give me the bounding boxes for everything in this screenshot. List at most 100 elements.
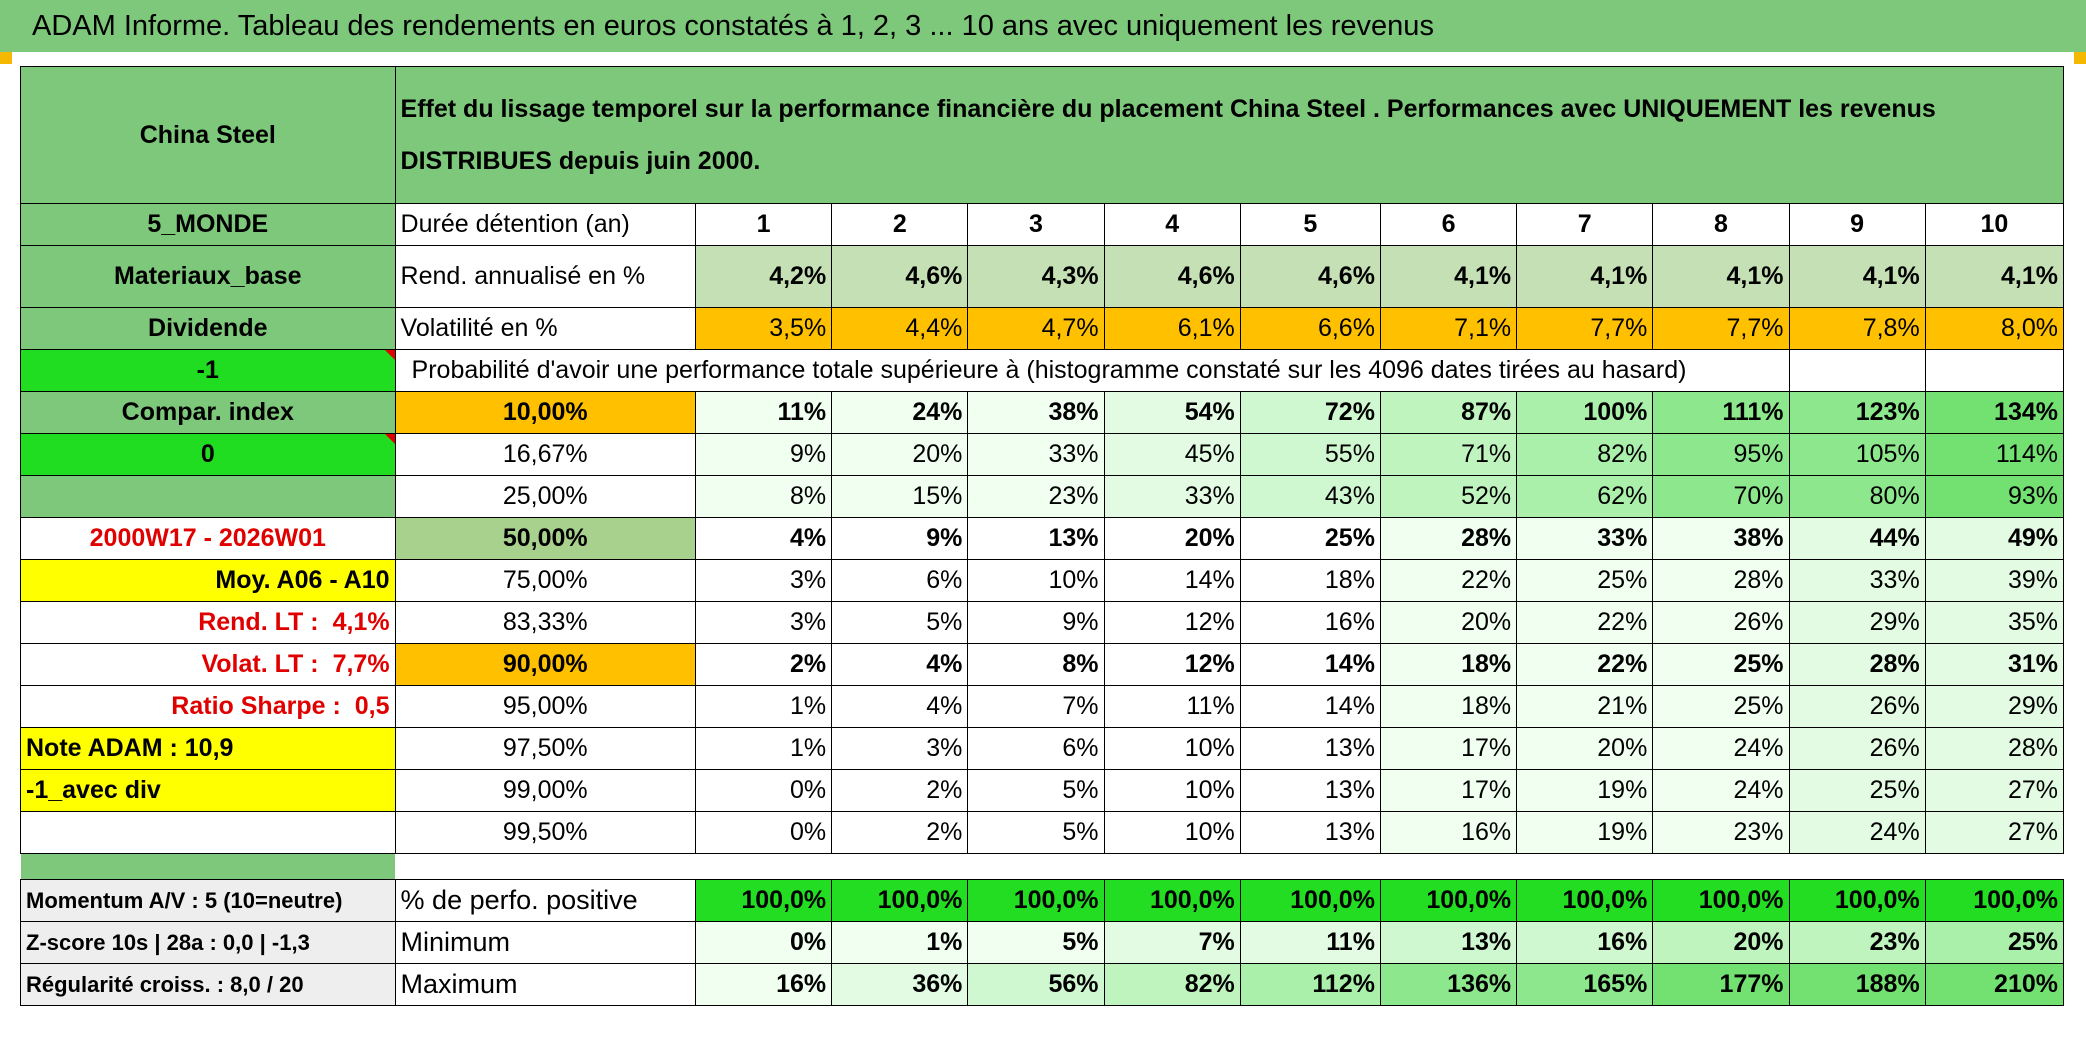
quantile-value: 123% bbox=[1788, 391, 1926, 434]
quantile-row: Rend. LT : 4,1% 83,33% 3% 5% 9% 12% 16% 20% 22% 26… bbox=[20, 601, 2065, 644]
quantile-value: 43% bbox=[1239, 475, 1381, 518]
stats-value: 0% bbox=[694, 921, 833, 964]
quantile-value: 27% bbox=[1924, 769, 2065, 812]
quantile-value: 22% bbox=[1516, 601, 1654, 644]
quantile-value: 45% bbox=[1103, 433, 1241, 476]
quantile-row: 2000W17 - 2026W01 50,00% 4% 9% 13% 20% 25% 28% 3… bbox=[20, 517, 2065, 560]
corner-marker bbox=[2074, 52, 2086, 64]
stats-value: 100,0% bbox=[1652, 879, 1790, 922]
quantile-value: 87% bbox=[1379, 391, 1518, 434]
compar-index-value: 0 bbox=[20, 433, 396, 476]
quantile-value: 5% bbox=[967, 769, 1105, 812]
quantile-threshold: 95,00% bbox=[394, 685, 696, 728]
quantile-value: 35% bbox=[1924, 601, 2065, 644]
stats-value: 5% bbox=[967, 921, 1105, 964]
duration-header: 8 bbox=[1652, 203, 1790, 246]
quantile-value: 29% bbox=[1788, 601, 1926, 644]
quantile-value: 4% bbox=[831, 685, 969, 728]
quantile-value: 1% bbox=[694, 685, 833, 728]
empty-side-cell bbox=[20, 811, 396, 854]
quantile-value: 13% bbox=[1239, 811, 1381, 854]
quantile-value: 62% bbox=[1516, 475, 1654, 518]
quantile-value: 6% bbox=[831, 559, 969, 602]
rendement-value: 4,2% bbox=[694, 245, 833, 308]
quantile-threshold: 90,00% bbox=[394, 643, 696, 686]
quantile-value: 28% bbox=[1379, 517, 1518, 560]
stats-value: 16% bbox=[694, 963, 833, 1006]
quantile-value: 14% bbox=[1239, 685, 1381, 728]
quantile-value: 39% bbox=[1924, 559, 2065, 602]
spacer-cell bbox=[395, 854, 2063, 880]
stats-value: 100,0% bbox=[1239, 879, 1381, 922]
volatilite-value: 3,5% bbox=[694, 307, 833, 350]
stats-value: 210% bbox=[1924, 963, 2065, 1006]
quantile-row: 99,50% 0% 2% 5% 10% 13% 16% 19% 23% 24% 27% bbox=[20, 811, 2065, 854]
duration-header: 10 bbox=[1924, 203, 2065, 246]
quantile-value: 33% bbox=[1103, 475, 1241, 518]
quantile-value: 26% bbox=[1652, 601, 1790, 644]
indicator-label: Z-score 10s | 28a : 0,0 | -1,3 bbox=[20, 921, 396, 964]
rend-lt-label: Rend. LT : bbox=[198, 608, 319, 636]
stats-value: 82% bbox=[1103, 963, 1241, 1006]
empty-side-cell bbox=[20, 475, 396, 518]
volatilite-value: 4,7% bbox=[967, 307, 1105, 350]
duration-header: 1 bbox=[694, 203, 833, 246]
quantile-threshold: 16,67% bbox=[394, 433, 696, 476]
quantile-value: 13% bbox=[1239, 769, 1381, 812]
duration-header: 4 bbox=[1103, 203, 1241, 246]
rendement-row: Materiaux_base Rend. annualisé en % 4,2% 4,… bbox=[20, 245, 2065, 308]
quantile-value: 17% bbox=[1379, 769, 1518, 812]
quantile-value: 24% bbox=[831, 391, 969, 434]
rendement-value: 4,3% bbox=[967, 245, 1105, 308]
quantile-value: 6% bbox=[967, 727, 1105, 770]
sharpe-value: 0,5 bbox=[354, 692, 390, 720]
scenario-value: -1 bbox=[20, 349, 396, 392]
quantile-value: 4% bbox=[694, 517, 833, 560]
duration-header: 6 bbox=[1379, 203, 1518, 246]
quantile-value: 114% bbox=[1924, 433, 2065, 476]
quantile-value: 25% bbox=[1516, 559, 1654, 602]
quantile-value: 10% bbox=[1103, 811, 1241, 854]
stats-value: 1% bbox=[831, 921, 969, 964]
indicator-label: Momentum A/V : 5 (10=neutre) bbox=[20, 879, 396, 922]
quantile-value: 24% bbox=[1652, 769, 1790, 812]
quantile-value: 20% bbox=[831, 433, 969, 476]
quantile-value: 52% bbox=[1379, 475, 1518, 518]
quantile-value: 3% bbox=[694, 601, 833, 644]
empty-cell bbox=[1924, 349, 2065, 392]
rend-lt: Rend. LT : 4,1% bbox=[20, 601, 396, 644]
volatilite-value: 4,4% bbox=[831, 307, 969, 350]
rendement-value: 4,1% bbox=[1924, 245, 2065, 308]
quantile-value: 54% bbox=[1103, 391, 1241, 434]
quantile-value: 93% bbox=[1924, 475, 2065, 518]
quantile-value: 0% bbox=[694, 811, 833, 854]
quantile-value: 22% bbox=[1516, 643, 1654, 686]
quantile-value: 33% bbox=[1516, 517, 1654, 560]
performance-table: China Steel Effet du lissage temporel su… bbox=[20, 66, 2065, 1006]
stats-value: 56% bbox=[967, 963, 1105, 1006]
probability-label: Probabilité d'avoir une performance tota… bbox=[394, 349, 1790, 392]
quantile-value: 95% bbox=[1652, 433, 1790, 476]
stats-value: 165% bbox=[1516, 963, 1654, 1006]
stats-value: 177% bbox=[1652, 963, 1790, 1006]
quantile-value: 2% bbox=[831, 769, 969, 812]
quantile-row: 0 16,67% 9% 20% 33% 45% 55% 71% 82% 95% 105% 114% bbox=[20, 433, 2065, 476]
quantile-value: 18% bbox=[1239, 559, 1381, 602]
quantile-value: 15% bbox=[831, 475, 969, 518]
quantile-value: 105% bbox=[1788, 433, 1926, 476]
stats-label: % de perfo. positive bbox=[394, 879, 696, 922]
stats-value: 100,0% bbox=[1924, 879, 2065, 922]
quantile-value: 8% bbox=[694, 475, 833, 518]
quantile-value: 55% bbox=[1239, 433, 1381, 476]
volatilite-row: Dividende Volatilité en % 3,5% 4,4% 4,7% 6,1%… bbox=[20, 307, 2065, 350]
quantile-threshold: 97,50% bbox=[394, 727, 696, 770]
quantile-value: 0% bbox=[694, 769, 833, 812]
dividend-mode: -1_avec div bbox=[20, 769, 396, 812]
quantile-value: 19% bbox=[1516, 769, 1654, 812]
stats-value: 100,0% bbox=[694, 879, 833, 922]
quantile-value: 44% bbox=[1788, 517, 1926, 560]
quantile-value: 28% bbox=[1652, 559, 1790, 602]
quantile-value: 20% bbox=[1103, 517, 1241, 560]
quantile-row: -1_avec div 99,00% 0% 2% 5% 10% 13% 17% 19% 24% 25… bbox=[20, 769, 2065, 812]
quantile-value: 100% bbox=[1516, 391, 1654, 434]
